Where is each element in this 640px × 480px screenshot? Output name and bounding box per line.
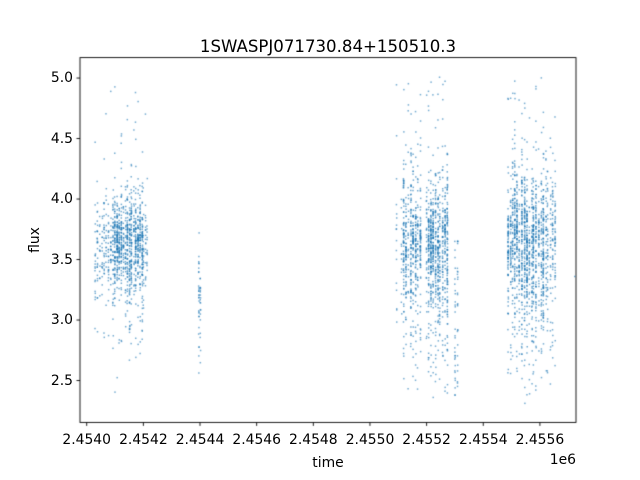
y-tick-label: 3.5 bbox=[50, 251, 73, 268]
x-tick-label: 2.4552 bbox=[402, 432, 451, 448]
x-tick-label: 2.4546 bbox=[232, 432, 281, 448]
y-tick-label: 2.5 bbox=[50, 372, 73, 389]
x-tick-label: 2.4550 bbox=[345, 432, 395, 448]
x-axis-label: time bbox=[312, 455, 344, 471]
x-tick-label: 2.4556 bbox=[515, 432, 565, 448]
x-tick-label: 2.4544 bbox=[175, 432, 225, 448]
x-axis-offset-label: 1e6 bbox=[549, 452, 576, 468]
plot-title: 1SWASPJ071730.84+150510.3 bbox=[199, 37, 457, 56]
y-tick-label: 5.0 bbox=[50, 70, 73, 86]
y-tick-label: 4.0 bbox=[50, 191, 73, 207]
x-tick-label: 2.4540 bbox=[62, 432, 111, 448]
y-tick-label: 4.5 bbox=[50, 130, 73, 147]
x-tick-label: 2.4542 bbox=[119, 432, 168, 448]
x-tick-label: 2.4554 bbox=[458, 432, 508, 448]
x-tick-label: 2.4548 bbox=[288, 432, 338, 448]
y-tick-label: 3.0 bbox=[50, 312, 73, 328]
y-axis-label: flux bbox=[27, 227, 43, 253]
